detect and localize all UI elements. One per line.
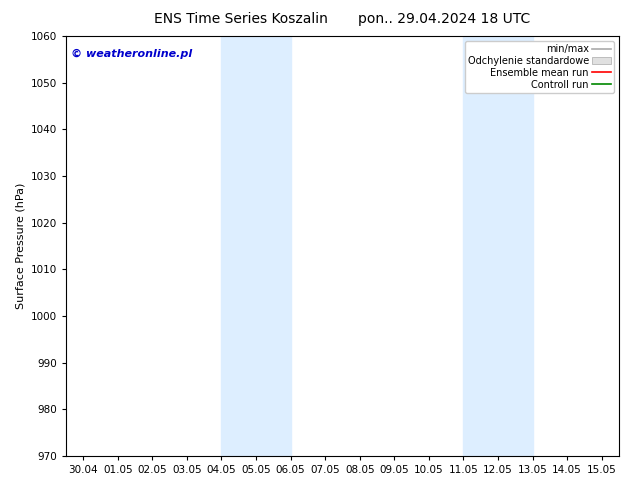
Y-axis label: Surface Pressure (hPa): Surface Pressure (hPa) <box>15 183 25 309</box>
Legend: min/max, Odchylenie standardowe, Ensemble mean run, Controll run: min/max, Odchylenie standardowe, Ensembl… <box>465 41 614 93</box>
Bar <box>221 36 290 456</box>
Text: pon.. 29.04.2024 18 UTC: pon.. 29.04.2024 18 UTC <box>358 12 530 26</box>
Text: © weatheronline.pl: © weatheronline.pl <box>72 49 193 59</box>
Bar <box>463 36 533 456</box>
Text: ENS Time Series Koszalin: ENS Time Series Koszalin <box>154 12 328 26</box>
